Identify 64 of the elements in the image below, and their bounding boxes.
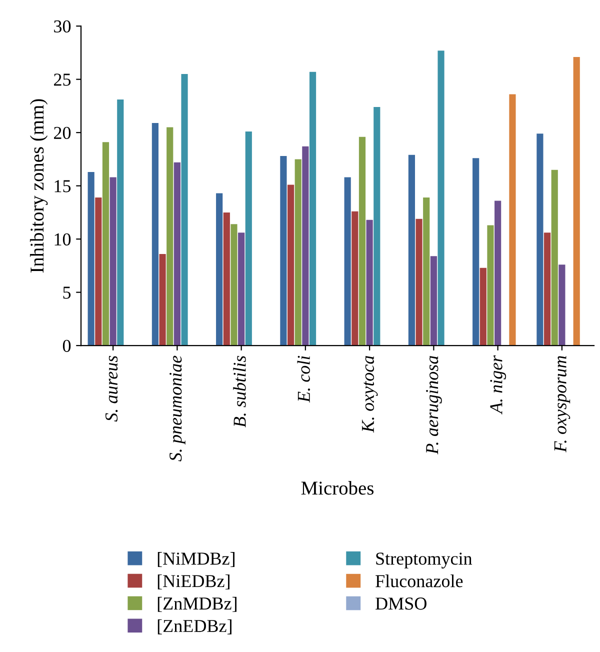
x-tick-label: B. subtilis: [233, 356, 246, 428]
bar: [102, 142, 110, 346]
x-tick-label: F. oxysporum: [554, 356, 570, 452]
bar: [408, 154, 415, 346]
legend-label: DMSO: [376, 598, 426, 610]
bar: [181, 74, 188, 346]
y-tick-label: 25: [54, 74, 71, 86]
x-tick-label: S. aureus: [105, 356, 118, 422]
bar: [358, 136, 366, 346]
bar: [309, 72, 316, 346]
x-tick-label: A. niger: [490, 355, 506, 414]
y-axis-title: Inhibitory zones (mm): [30, 99, 48, 273]
legend-label: [ZnMDBz]: [158, 596, 236, 612]
legend-label: [ZnEDBz]: [158, 619, 232, 634]
bar: [302, 146, 309, 346]
bar: [223, 212, 230, 346]
y-tick-label: 10: [54, 233, 71, 246]
bar: [494, 200, 502, 346]
bar: [95, 198, 102, 346]
legend-label: [NiEDBz]: [158, 574, 230, 590]
legend-label: Streptomycin: [376, 552, 472, 568]
bar: [287, 184, 294, 346]
legend-label: Fluconazole: [376, 574, 463, 588]
bar: [536, 134, 544, 346]
y-tick-label: 15: [54, 180, 71, 192]
bar: [573, 56, 580, 346]
x-axis-title: Microbes: [301, 481, 374, 495]
bar: [294, 159, 302, 346]
bar: [230, 224, 238, 346]
bar: [245, 132, 252, 346]
bar: [238, 232, 245, 346]
bar: [152, 122, 158, 346]
y-tick-label: 5: [63, 286, 71, 299]
bar: [551, 170, 558, 346]
x-tick-label: S. pneumoniae: [170, 356, 186, 462]
bar: [544, 232, 551, 346]
bar: [117, 100, 124, 346]
bar: [166, 127, 174, 346]
bar: [472, 158, 480, 346]
bar: [159, 254, 166, 346]
bar: [487, 225, 494, 346]
x-tick-label: P. aeruginosa: [426, 356, 442, 454]
legend-label: [NiMDBz]: [158, 552, 234, 567]
y-tick-label: 20: [54, 126, 71, 140]
bar: [430, 256, 437, 346]
bar: [438, 50, 444, 346]
x-tick-label: E. coli: [297, 356, 310, 403]
bar: [352, 211, 358, 346]
bar: [558, 264, 566, 346]
bar: [416, 218, 422, 346]
bar: [374, 107, 380, 346]
bar: [280, 156, 287, 346]
bar: [216, 193, 223, 346]
bar: [509, 94, 516, 346]
x-tick-label: K. oxytoca: [362, 356, 378, 433]
bar: [344, 177, 351, 346]
bar: [366, 220, 373, 346]
bar: [423, 198, 430, 346]
bar: [174, 162, 180, 346]
y-tick-label: 30: [54, 20, 71, 33]
bar: [88, 172, 94, 346]
bar: [110, 177, 116, 346]
bar: [480, 268, 486, 346]
y-tick-label: 0: [62, 340, 71, 352]
